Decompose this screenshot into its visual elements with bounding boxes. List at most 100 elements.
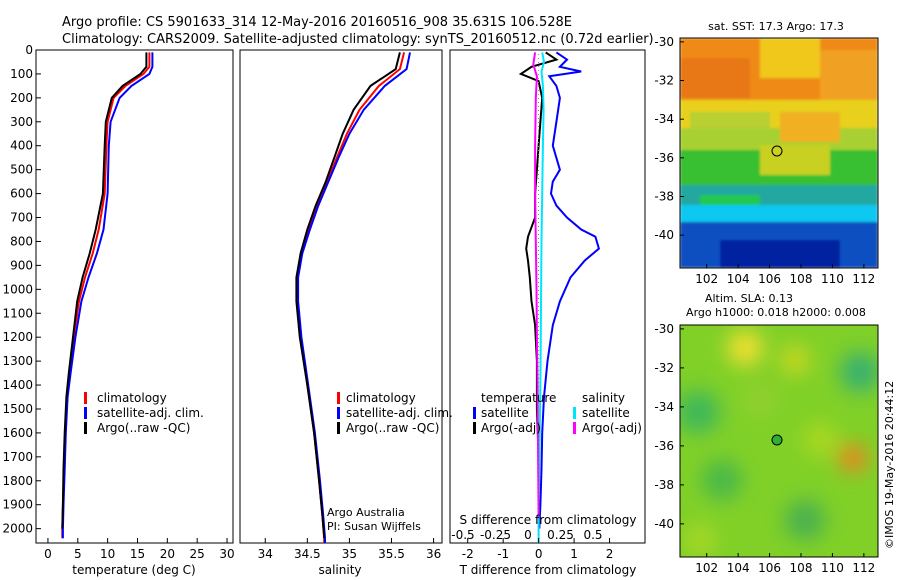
x-tick-label: 110 bbox=[821, 561, 844, 575]
x-tick-label: 25 bbox=[190, 547, 205, 561]
x-top-tick-label: 0.25 bbox=[547, 528, 574, 542]
legend-swatch-climatology bbox=[84, 392, 87, 404]
x-tick-label: 106 bbox=[758, 561, 781, 575]
y-tick-label: -38 bbox=[654, 189, 674, 203]
legend-swatch-climatology bbox=[337, 392, 340, 404]
x-top-tick-label: -0.25 bbox=[480, 528, 511, 542]
x-tick-label: 112 bbox=[852, 561, 875, 575]
temperature-panel: 0 5 10 15 20 25 300100200300400500600700800900… bbox=[2, 43, 234, 577]
sla-map-frame bbox=[679, 324, 879, 558]
y-tick-label: -36 bbox=[654, 151, 674, 165]
legend-title-temperature: temperature bbox=[481, 391, 556, 405]
x-tick-label: -1 bbox=[497, 547, 509, 561]
sla-map-title: Altim. SLA: 0.13 bbox=[705, 292, 793, 305]
y-tick-label: 1200 bbox=[2, 330, 33, 344]
x-tick-label: 34 bbox=[258, 547, 273, 561]
y-tick-label: 900 bbox=[10, 258, 33, 272]
salinity-xlabel: salinity bbox=[318, 563, 361, 577]
y-tick-label: 600 bbox=[10, 187, 33, 201]
y-tick-label: -30 bbox=[654, 322, 674, 336]
legend-swatch-argo bbox=[337, 422, 340, 434]
legend-label-climatology: climatology bbox=[97, 391, 167, 405]
legend-swatch-t-argo bbox=[473, 422, 476, 434]
sla-map-panel: Altim. SLA: 0.13 Argo h1000: 0.018 h2000… bbox=[654, 292, 879, 575]
x-top-tick-label: 0.5 bbox=[583, 528, 602, 542]
legend-label-satellite: satellite-adj. clim. bbox=[97, 406, 204, 420]
legend-label-s-argo: Argo(-adj) bbox=[582, 421, 642, 435]
legend-label-argo: Argo(..raw -QC) bbox=[346, 421, 439, 435]
legend-label-s-satellite: satellite bbox=[582, 406, 630, 420]
x-tick-label: 108 bbox=[790, 272, 813, 286]
y-tick-label: -34 bbox=[654, 112, 674, 126]
y-tick-label: 1600 bbox=[2, 426, 33, 440]
y-tick-label: -36 bbox=[654, 439, 674, 453]
y-tick-label: 1300 bbox=[2, 354, 33, 368]
y-tick-label: -34 bbox=[654, 400, 674, 414]
legend-label-argo: Argo(..raw -QC) bbox=[97, 421, 190, 435]
x-tick-label: 35 bbox=[342, 547, 357, 561]
y-tick-label: -40 bbox=[654, 228, 674, 242]
annotation-pi: PI: Susan Wijffels bbox=[327, 520, 421, 533]
header-line-2: Climatology: CARS2009. Satellite-adjuste… bbox=[62, 32, 654, 47]
y-tick-label: 300 bbox=[10, 115, 33, 129]
x-tick-label: 104 bbox=[727, 272, 750, 286]
y-tick-label: -32 bbox=[654, 74, 674, 88]
x-tick-label: 102 bbox=[695, 561, 718, 575]
sst-argo-marker bbox=[771, 145, 783, 157]
x-tick-label: 15 bbox=[130, 547, 145, 561]
legend-label-climatology: climatology bbox=[346, 391, 416, 405]
y-tick-label: 100 bbox=[10, 67, 33, 81]
sst-map-panel: sat. SST: 17.3 Argo: 17.3 bbox=[654, 20, 879, 286]
y-tick-label: 1500 bbox=[2, 402, 33, 416]
y-tick-label: 200 bbox=[10, 91, 33, 105]
x-tick-label: 0 bbox=[44, 547, 52, 561]
x-tick-label: 5 bbox=[74, 547, 82, 561]
difference-plot-frame bbox=[449, 49, 646, 544]
x-tick-label: 34.5 bbox=[294, 547, 321, 561]
y-tick-label: -30 bbox=[654, 35, 674, 49]
sst-map-title: sat. SST: 17.3 Argo: 17.3 bbox=[708, 20, 844, 33]
sst-map-frame bbox=[679, 37, 879, 269]
x-tick-label: 10 bbox=[100, 547, 115, 561]
y-tick-label: 0 bbox=[25, 43, 33, 57]
series-line-s-argo-adj bbox=[532, 52, 540, 517]
temperature-legend: climatology satellite-adj. clim. Argo(..… bbox=[84, 391, 204, 435]
series-line-satellite-adj-clim bbox=[61, 52, 154, 539]
sla-map-subtitle: Argo h1000: 0.018 h2000: 0.008 bbox=[686, 306, 866, 319]
legend-label-satellite: satellite-adj. clim. bbox=[346, 406, 453, 420]
legend-swatch-satellite bbox=[337, 407, 340, 419]
x-tick-label: 102 bbox=[695, 272, 718, 286]
x-tick-label: 2 bbox=[606, 547, 614, 561]
legend-swatch-s-argo bbox=[573, 422, 576, 434]
legend-swatch-t-satellite bbox=[473, 407, 476, 419]
temperature-plot-frame bbox=[35, 49, 234, 544]
difference-xlabel-top: S difference from climatology bbox=[460, 513, 637, 527]
x-tick-label: 112 bbox=[852, 272, 875, 286]
y-tick-label: 1000 bbox=[2, 282, 33, 296]
x-tick-label: -2 bbox=[462, 547, 474, 561]
series-line-climatology bbox=[296, 52, 406, 543]
header-line-1: Argo profile: CS 5901633_314 12-May-2016… bbox=[62, 15, 572, 30]
salinity-plot-frame bbox=[239, 49, 443, 544]
annotation-argo-australia: Argo Australia bbox=[327, 506, 405, 519]
x-tick-label: 35.5 bbox=[378, 547, 405, 561]
y-tick-label: 400 bbox=[10, 139, 33, 153]
salinity-legend: climatology satellite-adj. clim. Argo(..… bbox=[337, 391, 453, 435]
legend-label-t-satellite: satellite bbox=[481, 406, 529, 420]
series-line-argo-raw-qc bbox=[295, 52, 401, 539]
y-tick-label: -38 bbox=[654, 478, 674, 492]
y-tick-label: 2000 bbox=[2, 522, 33, 536]
y-tick-label: 1700 bbox=[2, 450, 33, 464]
x-tick-label: 110 bbox=[821, 272, 844, 286]
temperature-xlabel: temperature (deg C) bbox=[72, 563, 195, 577]
legend-swatch-satellite bbox=[84, 407, 87, 419]
sla-map-image bbox=[680, 325, 878, 557]
y-tick-label: 1400 bbox=[2, 378, 33, 392]
x-tick-label: 20 bbox=[160, 547, 175, 561]
series-line-t-satellite bbox=[538, 51, 601, 529]
y-tick-label: 500 bbox=[10, 163, 33, 177]
x-tick-label: 108 bbox=[790, 561, 813, 575]
legend-title-salinity: salinity bbox=[582, 391, 625, 405]
legend-swatch-s-satellite bbox=[573, 407, 576, 419]
legend-label-t-argo: Argo(-adj) bbox=[481, 421, 541, 435]
